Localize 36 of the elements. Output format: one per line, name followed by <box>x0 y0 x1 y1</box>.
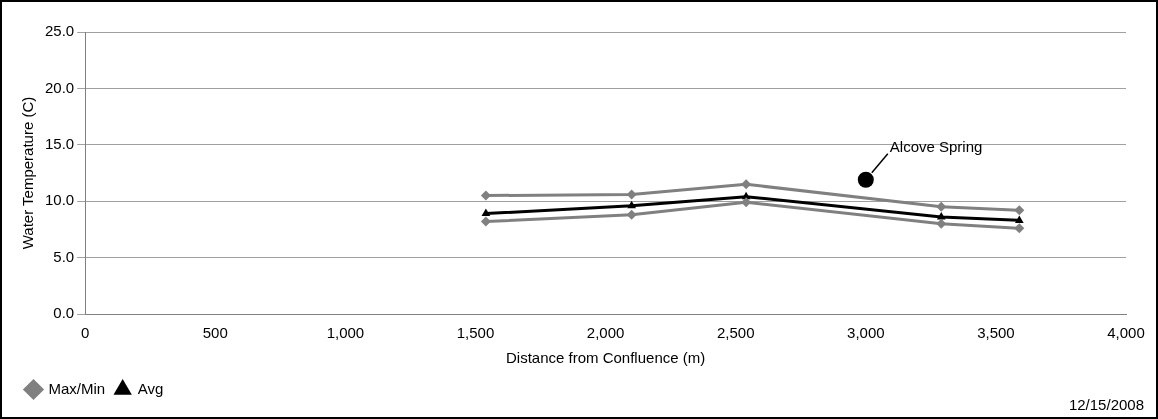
y-tick-label: 15.0 <box>44 134 75 152</box>
point <box>1014 215 1024 223</box>
y-tick-label: 20.0 <box>44 78 75 96</box>
point <box>741 179 752 190</box>
legend-label: Max/Min <box>48 379 106 397</box>
y-axis-title: Water Temperature (C) <box>19 96 37 250</box>
x-tick-label: 2,500 <box>716 324 755 342</box>
x-tick-label: 2,000 <box>586 324 625 342</box>
point <box>626 209 637 220</box>
point <box>480 190 491 201</box>
text: 12/15/2008 <box>1068 395 1144 413</box>
y-tick-label: 25.0 <box>44 22 75 40</box>
point <box>857 171 874 188</box>
x-tick-label: 3,000 <box>847 324 885 342</box>
point <box>1014 205 1025 216</box>
y-tick-label: 5.0 <box>53 247 75 265</box>
annotation: Alcove Spring <box>889 137 983 155</box>
y-tick-label: 0.0 <box>53 304 75 322</box>
x-tick-label: 4,000 <box>1107 324 1145 342</box>
y-tick-label: 10.0 <box>44 191 75 209</box>
legend-label: Avg <box>137 379 164 397</box>
x-tick-label: 0 <box>81 324 90 342</box>
point <box>936 211 946 220</box>
x-tick-label: 3,500 <box>977 324 1015 342</box>
x-axis-title: Distance from Confluence (m) <box>505 349 706 367</box>
point <box>936 201 947 212</box>
x-tick-label: 1,500 <box>456 324 495 342</box>
point <box>741 191 751 200</box>
point <box>626 189 637 200</box>
point <box>1014 223 1025 234</box>
point <box>627 200 636 209</box>
point <box>480 216 491 227</box>
x-tick-label: 1,000 <box>326 324 365 342</box>
point <box>481 208 491 217</box>
point <box>936 218 947 229</box>
x-tick-label: 500 <box>202 324 228 342</box>
